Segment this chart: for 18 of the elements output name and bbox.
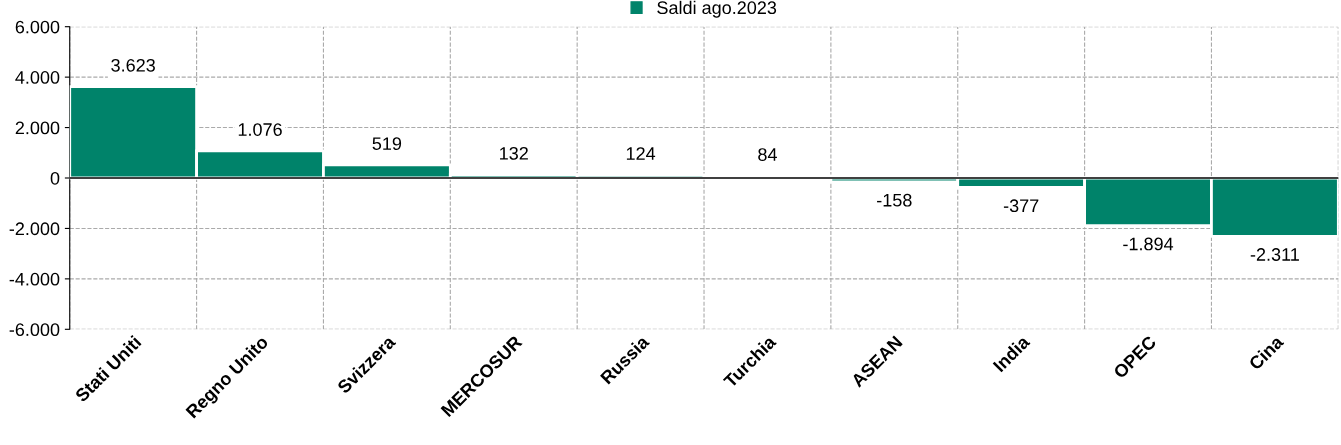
data-label: 132 — [500, 146, 528, 160]
data-label: 84 — [758, 148, 777, 161]
y-tick-label: -2.000 — [9, 222, 60, 236]
y-tick-label: -6.000 — [9, 323, 60, 337]
data-label: -158 — [877, 193, 912, 207]
data-label: -2.311 — [1250, 248, 1299, 261]
data-label: 519 — [372, 137, 402, 150]
data-label: 3.623 — [111, 58, 155, 72]
data-label: -377 — [1003, 199, 1039, 213]
data-label: 1.076 — [238, 123, 282, 136]
data-label: 124 — [626, 147, 656, 160]
y-tick-label: 2.000 — [15, 121, 60, 135]
y-tick-label: 4.000 — [15, 71, 60, 84]
y-tick-label: 0 — [50, 171, 60, 185]
y-tick-label: 6.000 — [15, 20, 60, 34]
y-tick-label: -4.000 — [9, 272, 60, 286]
data-label: -1.894 — [1123, 237, 1174, 251]
legend-label: Saldi ago.2023 — [657, 0, 777, 18]
